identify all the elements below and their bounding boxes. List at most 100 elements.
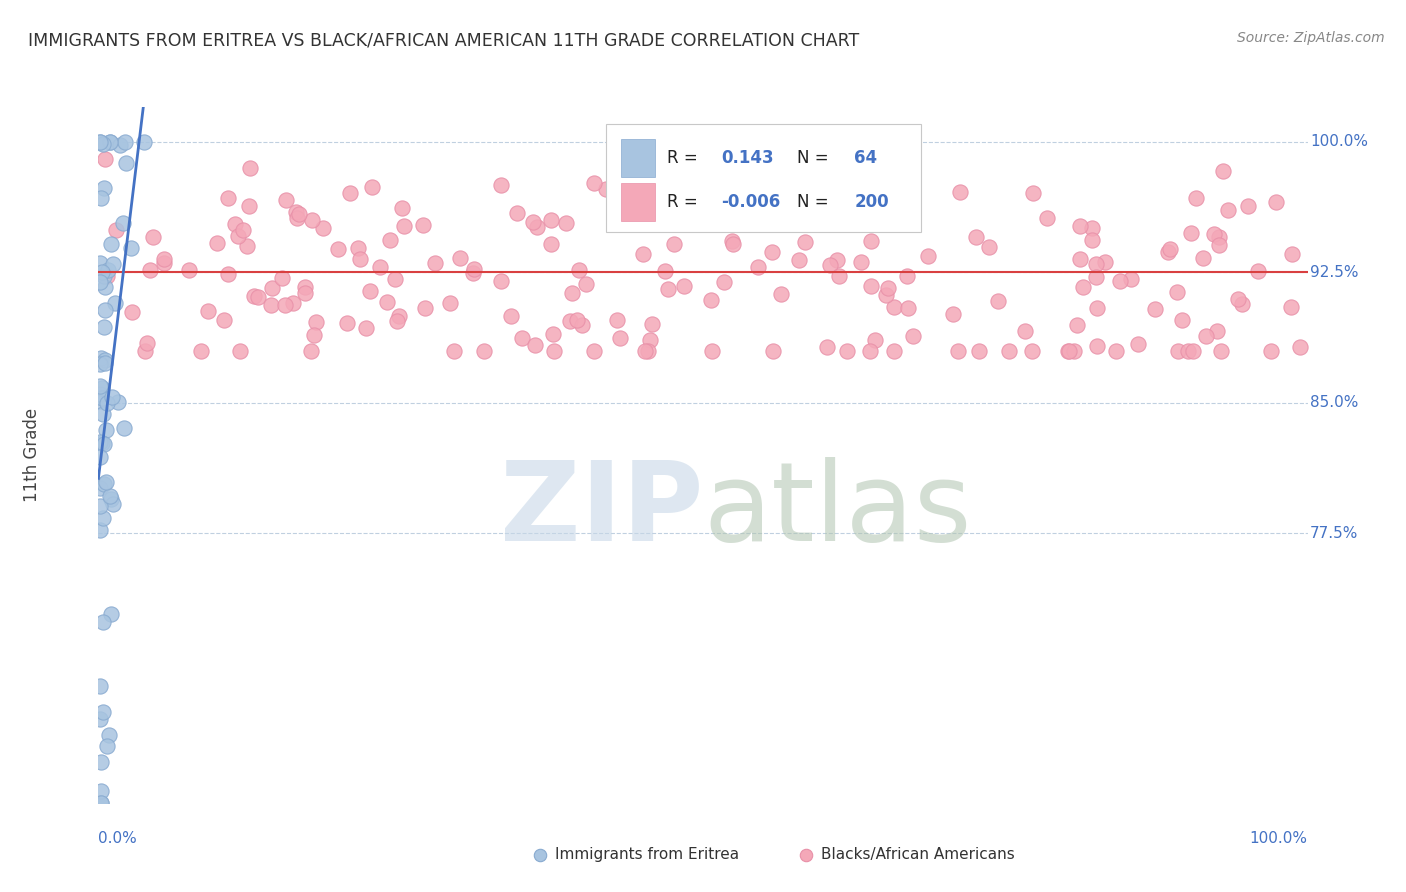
Point (90, 351, 112, 365)
Point (541, 326, 564, 341)
Point (1081, 221, 1104, 235)
Point (1085, 339, 1108, 353)
Point (979, 240, 1001, 254)
Point (1063, 343, 1085, 358)
Point (807, 217, 830, 231)
Point (463, 266, 485, 280)
Point (949, 185, 972, 199)
Point (136, 336, 159, 351)
Point (1056, 343, 1078, 358)
Point (96, 269, 118, 284)
Point (361, 180, 384, 194)
Point (391, 201, 413, 215)
Point (152, 255, 174, 269)
Point (654, 264, 676, 278)
Point (540, 237, 562, 252)
Point (236, 239, 259, 253)
Text: 77.5%: 77.5% (1310, 525, 1358, 541)
Point (671, 194, 693, 209)
Point (827, 268, 849, 283)
Point (205, 235, 228, 250)
Point (89, 500, 111, 514)
Point (107, 395, 129, 409)
Point (1264, 195, 1286, 210)
Point (526, 220, 548, 235)
Point (815, 340, 838, 354)
Text: Blacks/African Americans: Blacks/African Americans (821, 847, 1015, 863)
Point (108, 138, 131, 153)
Point (218, 267, 240, 281)
Text: R =: R = (666, 194, 703, 211)
Text: 92.5%: 92.5% (1310, 265, 1358, 280)
Point (100, 491, 122, 506)
Point (472, 343, 495, 358)
Point (89, 275, 111, 289)
Point (93, 476, 115, 491)
Point (260, 298, 283, 312)
Point (89, 256, 111, 270)
Point (489, 178, 512, 193)
Point (747, 260, 769, 275)
Point (779, 206, 801, 220)
Point (270, 271, 292, 285)
Point (392, 219, 415, 233)
Point (89, 435, 111, 450)
Point (941, 307, 963, 321)
Text: atlas: atlas (703, 457, 972, 564)
Point (305, 315, 328, 329)
Point (388, 309, 411, 323)
Point (1108, 274, 1130, 288)
Point (242, 289, 264, 303)
Point (262, 281, 284, 295)
Point (582, 343, 605, 358)
Text: 11th Grade: 11th Grade (22, 408, 41, 502)
Point (94, 475, 117, 489)
Point (443, 343, 465, 358)
Point (1157, 245, 1180, 260)
Point (1022, 186, 1045, 200)
Point (89, 712, 111, 726)
Text: 0.0%: 0.0% (98, 830, 138, 846)
Point (1209, 343, 1232, 358)
Point (825, 253, 848, 268)
Point (1205, 324, 1227, 338)
Point (91, 265, 114, 279)
Point (787, 253, 810, 268)
Text: 0.143: 0.143 (721, 149, 773, 167)
Point (713, 275, 735, 289)
Point (506, 206, 529, 220)
Point (606, 313, 628, 327)
Point (873, 211, 896, 226)
Point (94, 353, 117, 368)
Point (98, 489, 121, 503)
Point (139, 263, 162, 277)
Point (522, 215, 544, 229)
Point (810, 152, 832, 166)
Point (121, 305, 143, 319)
Point (93, 437, 115, 451)
Point (423, 256, 446, 270)
Point (294, 285, 316, 300)
Point (91, 615, 114, 629)
Point (851, 255, 873, 269)
Point (897, 301, 920, 315)
Point (721, 234, 744, 248)
Text: 64: 64 (855, 149, 877, 167)
Point (89, 450, 111, 465)
Point (98, 135, 121, 149)
Point (177, 262, 200, 277)
Point (285, 211, 308, 226)
Text: Immigrants from Eritrea: Immigrants from Eritrea (555, 847, 740, 863)
Point (1119, 271, 1142, 285)
Point (91, 511, 114, 525)
Point (524, 338, 547, 352)
Point (93, 268, 115, 283)
Point (89, 387, 111, 401)
Point (114, 135, 136, 149)
Point (380, 233, 402, 247)
Point (153, 252, 176, 267)
Point (212, 312, 235, 326)
Text: 100.0%: 100.0% (1310, 135, 1368, 149)
Point (97, 262, 120, 277)
FancyBboxPatch shape (606, 124, 921, 232)
